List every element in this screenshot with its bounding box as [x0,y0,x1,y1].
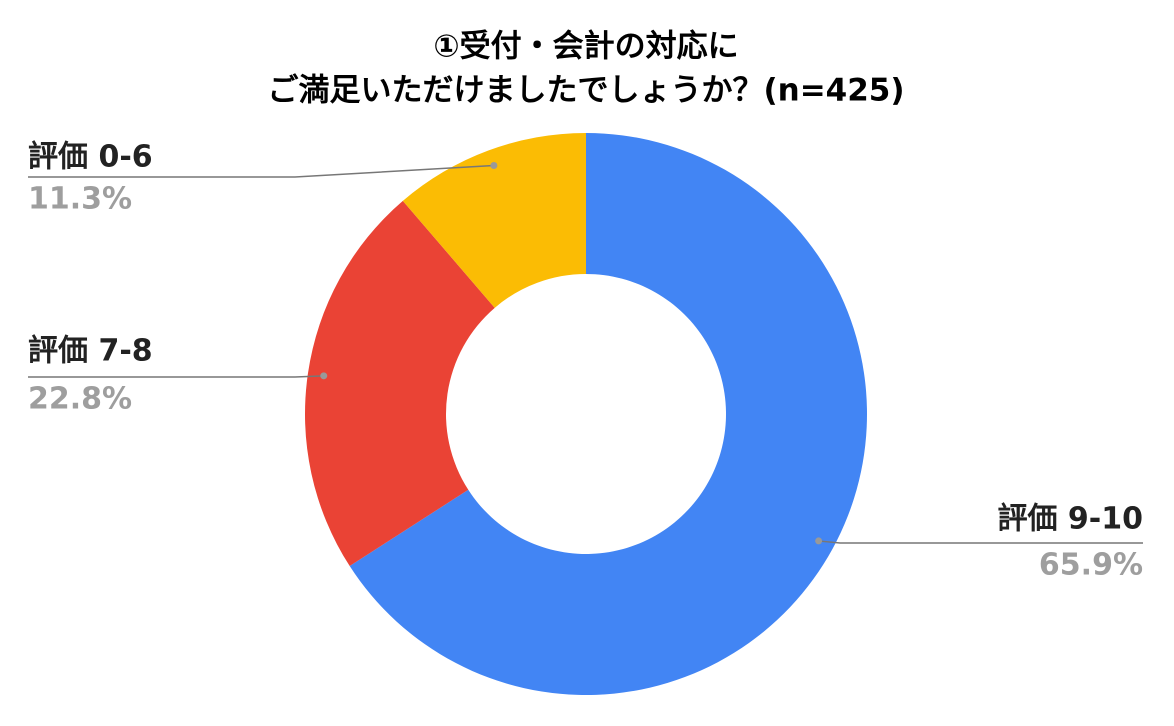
chart-title: ①受付・会計の対応に [433,29,738,65]
leader-dot [490,162,498,170]
donut-slice [349,133,868,695]
category-label: 評価 0-6 [28,140,153,175]
donut-slice [305,200,495,567]
value-label: 65.9% [1039,548,1143,583]
leader-line [818,540,1143,544]
category-label: 評価 9-10 [997,502,1143,537]
value-label: 11.3% [28,182,132,217]
leader-dot [815,537,823,545]
leader-line [28,164,494,178]
donut-slice [402,133,586,308]
leader-dot [320,372,328,380]
leader-line [28,375,324,378]
value-label: 22.8% [28,382,132,417]
chart-title: ご満足いただけましたでしょうか？(n=425) [267,73,904,109]
category-label: 評価 7-8 [28,334,153,369]
